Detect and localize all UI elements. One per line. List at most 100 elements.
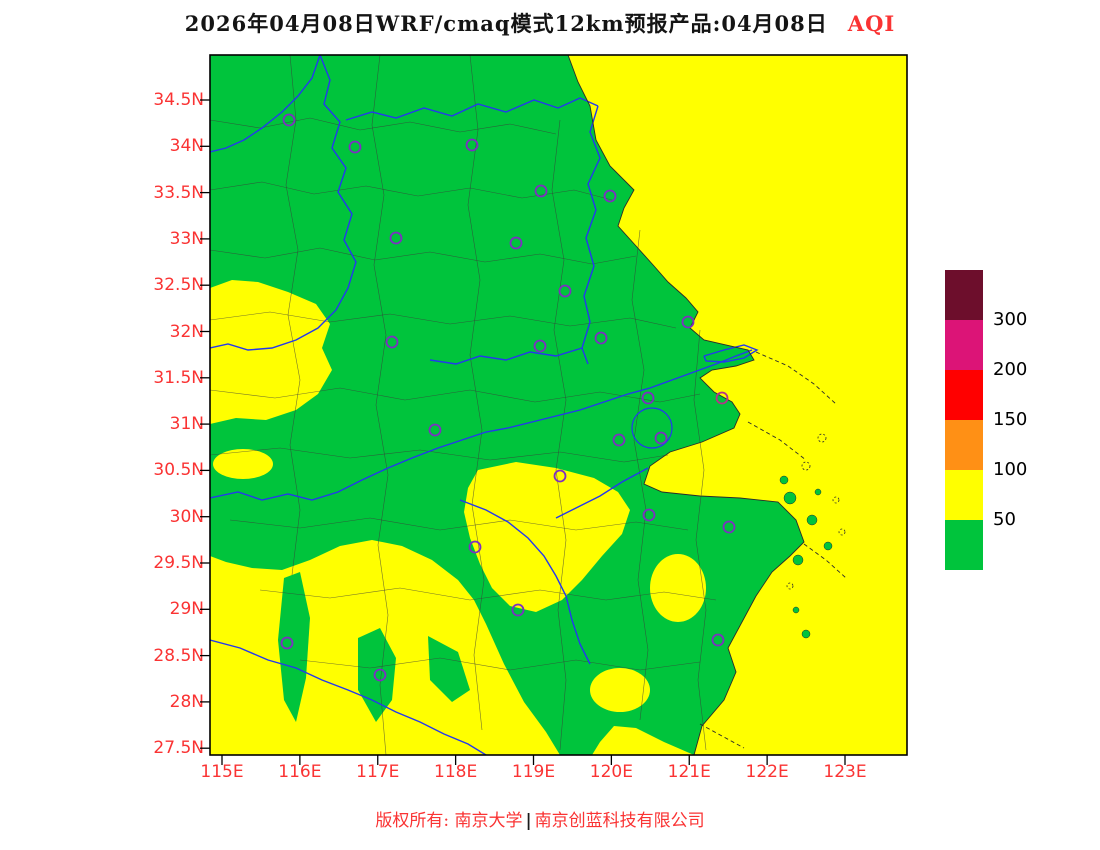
city-marker: [534, 184, 548, 198]
legend-color-box: [945, 520, 983, 570]
legend-threshold-label: 200: [993, 359, 1028, 380]
county-boundary: [299, 657, 701, 671]
county-boundary: [210, 117, 557, 135]
page-title: 2026年04月08日WRF/cmaq模式12km预报产品:04月08日 AQI: [150, 8, 930, 38]
city-marker: [642, 508, 656, 522]
map-frame: [209, 54, 908, 756]
county-boundary: [210, 311, 677, 329]
title-variable: AQI: [847, 11, 896, 36]
county-boundary: [259, 587, 717, 601]
coastline: [567, 55, 805, 755]
city-marker: [533, 339, 547, 353]
lat-tick-label: 29.5N: [153, 553, 204, 573]
aqi-green-region: [278, 572, 310, 722]
islet-outline: [817, 433, 827, 443]
city-marker: [509, 236, 523, 250]
city-marker: [428, 423, 442, 437]
county-boundary: [210, 447, 669, 463]
city-marker: [715, 391, 729, 405]
lon-tick-label: 116E: [278, 762, 322, 782]
longitude-axis: 115E 116E 117E 118E 119E 120E 121E 122E 123E: [0, 762, 1100, 786]
city-marker: [558, 284, 572, 298]
province-boundary: [581, 105, 601, 365]
city-marker: [594, 331, 608, 345]
city-marker: [722, 520, 736, 534]
county-boundary: [285, 55, 301, 576]
city-marker: [373, 668, 387, 682]
map-area: [190, 45, 920, 775]
city-marker: [282, 113, 296, 127]
county-boundary: [210, 247, 637, 265]
aqi-legend: 300 200 150 100 50: [945, 270, 1055, 590]
footer-separator: |: [525, 811, 532, 831]
footer-right: 南京创蓝科技有限公司: [534, 811, 705, 831]
lat-tick-label: 30N: [169, 506, 204, 527]
city-marker: [681, 315, 695, 329]
city-marker: [511, 603, 525, 617]
islet-outline: [832, 496, 840, 504]
province-boundary: [459, 499, 591, 665]
city-marker: [612, 433, 626, 447]
lon-tick-label: 121E: [667, 762, 711, 782]
island-green: [823, 541, 833, 551]
city-marker: [553, 469, 567, 483]
county-boundary: [467, 55, 485, 731]
county-boundary: [551, 119, 567, 751]
lat-tick-label: 28.5N: [153, 645, 204, 666]
lon-tick-label: 118E: [434, 762, 478, 782]
footer-left: 版权所有: 南京大学: [375, 811, 523, 831]
city-marker: [468, 540, 482, 554]
maritime-dashed-line: [803, 543, 847, 579]
maritime-dashed-line: [699, 723, 745, 749]
island-green: [792, 606, 800, 614]
lat-tick-label: 32.5N: [153, 275, 204, 296]
lat-tick-label: 29N: [169, 599, 204, 620]
legend-color-box: [945, 320, 983, 370]
lat-tick-label: 33.5N: [153, 182, 204, 203]
lon-tick-label: 122E: [745, 762, 789, 782]
county-boundary: [693, 329, 707, 751]
legend-color-box: [945, 370, 983, 420]
province-boundary: [210, 639, 487, 755]
lat-tick-label: 27.5N: [153, 738, 204, 759]
province-boundary: [429, 347, 583, 365]
legend-color-box: [945, 470, 983, 520]
forecast-map: [200, 54, 908, 765]
lake-taihu-outline: [631, 407, 673, 449]
latitude-axis: 34.5N 34N 33.5N 33N 32.5N 32N 31.5N 31N 30.5N 30N…: [130, 0, 204, 800]
city-marker: [711, 633, 725, 647]
province-boundary: [210, 55, 357, 351]
city-marker: [348, 140, 362, 154]
lon-tick-label: 120E: [589, 762, 633, 782]
island-green: [783, 491, 797, 505]
island-green: [806, 514, 818, 526]
maritime-dashed-line: [747, 421, 807, 461]
legend-threshold-label: 300: [993, 309, 1028, 330]
lat-tick-label: 32N: [169, 321, 204, 342]
maritime-dashed-line: [755, 351, 837, 405]
islet-outline: [838, 528, 846, 536]
city-marker: [465, 138, 479, 152]
lat-tick-label: 28N: [169, 691, 204, 712]
legend-threshold-label: 100: [993, 459, 1028, 480]
legend-threshold-label: 150: [993, 409, 1028, 430]
aqi-yellow-region: [590, 668, 650, 712]
lon-tick-label: 115E: [200, 762, 244, 782]
island-green: [779, 475, 789, 485]
lon-tick-label: 117E: [356, 762, 400, 782]
islet-outline: [786, 582, 794, 590]
legend-color-box: [945, 420, 983, 470]
lon-tick-label: 123E: [823, 762, 867, 782]
city-marker: [385, 335, 399, 349]
aqi-yellow-region: [650, 554, 706, 622]
lat-tick-label: 34.5N: [153, 90, 204, 110]
lat-tick-label: 31.5N: [153, 367, 204, 388]
aqi-yellow-region: [213, 449, 273, 479]
city-marker: [603, 189, 617, 203]
province-boundary: [345, 97, 599, 121]
aqi-green-region: [428, 636, 470, 702]
province-boundary: [555, 467, 649, 519]
islet-outline: [801, 461, 811, 471]
island-green: [792, 554, 804, 566]
